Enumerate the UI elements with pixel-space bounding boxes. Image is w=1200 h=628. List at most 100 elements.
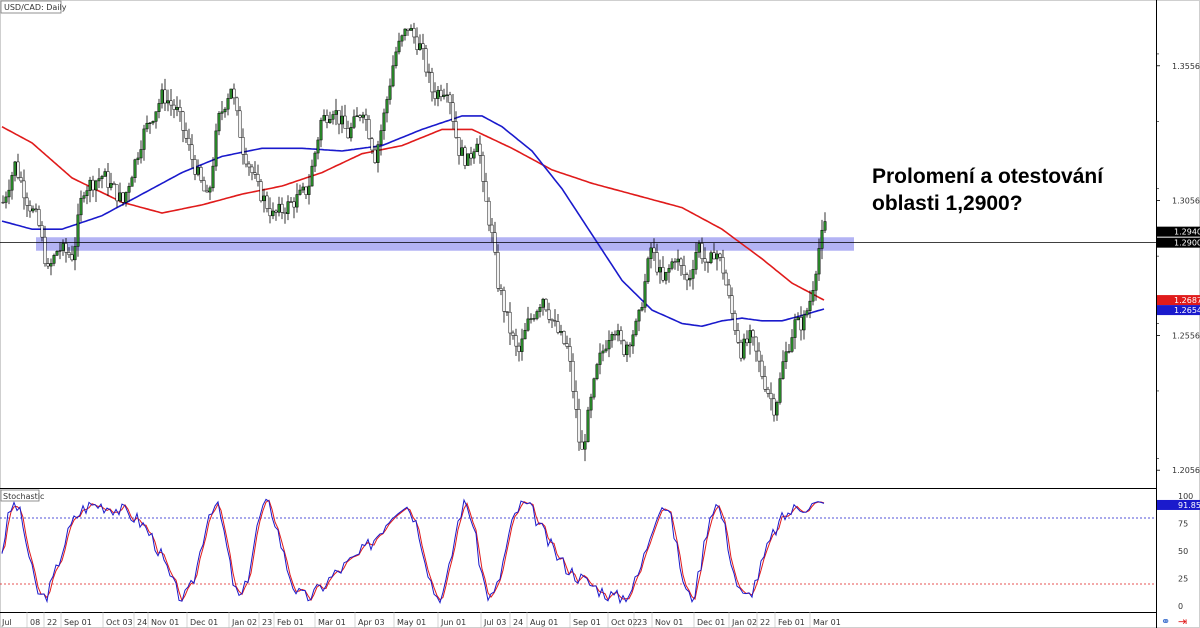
ma-slow-line bbox=[1, 125, 825, 301]
candle-bull bbox=[520, 338, 524, 352]
candle-bull bbox=[13, 161, 17, 176]
price-tag-bg bbox=[1157, 295, 1200, 306]
x-tick-label: Apr 03 bbox=[358, 618, 385, 627]
price-tag-label: 1.2687 bbox=[1174, 296, 1200, 305]
candle-bull bbox=[538, 307, 542, 312]
candle-bull bbox=[331, 114, 335, 120]
x-tick-label: Mar 01 bbox=[318, 618, 346, 627]
candle-bear bbox=[268, 208, 272, 217]
stochastic-y-tick: 50 bbox=[1178, 547, 1188, 556]
candle-bear bbox=[247, 163, 251, 168]
candle-bear bbox=[439, 89, 443, 97]
candle-bear bbox=[34, 208, 38, 210]
candle-bear bbox=[577, 409, 581, 443]
candle-bear bbox=[727, 284, 731, 296]
candle-bull bbox=[157, 103, 161, 112]
time-axis: Jul 08 22 Sep 01 Oct 03 24 Nov 01 Dec 01 Jan 02 2… bbox=[1, 612, 841, 628]
stochastic-value-label: 91.85 bbox=[1178, 501, 1200, 510]
candle-bull bbox=[94, 180, 98, 191]
candle-bear bbox=[565, 343, 569, 347]
candle-bull bbox=[409, 28, 413, 31]
x-tick-label: Dec 01 bbox=[190, 618, 218, 627]
candle-bull bbox=[55, 251, 59, 256]
candle-bear bbox=[757, 350, 761, 362]
candle-bear bbox=[253, 172, 257, 175]
candle-bear bbox=[325, 115, 329, 123]
link-icon[interactable]: ⚭ bbox=[1161, 615, 1170, 628]
candle-bull bbox=[391, 65, 395, 87]
candle-bear bbox=[745, 338, 749, 344]
x-tick-label: Sep 01 bbox=[573, 618, 601, 627]
candle-bear bbox=[19, 177, 23, 182]
candle-bear bbox=[580, 441, 584, 450]
candle-bear bbox=[700, 243, 704, 259]
candle-bull bbox=[697, 243, 701, 253]
candle-bear bbox=[364, 114, 368, 120]
candle-bull bbox=[310, 165, 314, 187]
candle-bear bbox=[358, 115, 362, 118]
candle-bull bbox=[808, 300, 812, 311]
candle-bear bbox=[487, 200, 491, 226]
candle-bear bbox=[568, 346, 572, 362]
candle-bull bbox=[814, 273, 818, 291]
candle-bull bbox=[52, 255, 56, 264]
candle-bull bbox=[688, 278, 692, 281]
candle-bear bbox=[754, 336, 758, 352]
candle-bull bbox=[349, 127, 353, 139]
candle-bull bbox=[403, 28, 407, 36]
x-tick-label: Feb 01 bbox=[277, 618, 304, 627]
candle-bull bbox=[610, 334, 614, 341]
candle-bear bbox=[181, 111, 185, 131]
candle-bull bbox=[214, 130, 218, 167]
candle-bull bbox=[400, 35, 404, 42]
candle-bull bbox=[595, 364, 599, 380]
candle-bull bbox=[208, 187, 212, 193]
candle-bear bbox=[652, 247, 656, 253]
candle-bear bbox=[199, 167, 203, 181]
candle-bear bbox=[718, 253, 722, 258]
candle-bull bbox=[166, 100, 170, 104]
candle-bull bbox=[643, 281, 647, 308]
candle-bull bbox=[379, 130, 383, 145]
annotation-line-1: Prolomení a otestování bbox=[872, 165, 1104, 188]
candle-bear bbox=[184, 130, 188, 139]
candle-bull bbox=[805, 310, 809, 316]
candle-bear bbox=[739, 342, 743, 359]
stochastic-title-box bbox=[0, 489, 40, 502]
candle-bear bbox=[772, 398, 776, 416]
price-tag: 1.2900 bbox=[1157, 237, 1200, 248]
candle-bull bbox=[154, 111, 158, 122]
candle-bull bbox=[196, 167, 200, 175]
candle-bear bbox=[289, 201, 293, 203]
candle-bull bbox=[811, 290, 815, 302]
candle-bull bbox=[658, 267, 662, 273]
chart-title: USD/CAD: Daily bbox=[4, 3, 67, 12]
zone-rect bbox=[36, 237, 854, 251]
goto-realtime-icon[interactable]: ⇥ bbox=[1178, 615, 1187, 628]
candle-bear bbox=[622, 340, 626, 356]
candle-bull bbox=[691, 269, 695, 279]
candle-bull bbox=[775, 402, 779, 416]
candle-bear bbox=[712, 252, 716, 260]
candle-bear bbox=[481, 155, 485, 182]
candle-bear bbox=[169, 100, 173, 106]
candle-bull bbox=[139, 149, 143, 159]
price-tag-label: 1.2940 bbox=[1174, 228, 1200, 237]
candle-bull bbox=[715, 253, 719, 260]
candle-bull bbox=[793, 319, 797, 338]
candle-bear bbox=[760, 360, 764, 377]
candle-bear bbox=[187, 137, 191, 146]
candle-bull bbox=[319, 119, 323, 141]
x-tick-label: 22 bbox=[760, 618, 770, 627]
candle-bull bbox=[61, 243, 65, 251]
candle-bear bbox=[115, 184, 119, 202]
candle-bull bbox=[223, 108, 227, 113]
candle-bull bbox=[475, 143, 479, 153]
stochastic-y-tick: 0 bbox=[1178, 602, 1183, 611]
candle-bear bbox=[511, 332, 515, 336]
x-tick-label: Nov 01 bbox=[151, 618, 179, 627]
candle-bull bbox=[385, 99, 389, 114]
candle-bear bbox=[574, 391, 578, 410]
candle-bull bbox=[340, 115, 344, 125]
candle-bull bbox=[436, 89, 440, 99]
